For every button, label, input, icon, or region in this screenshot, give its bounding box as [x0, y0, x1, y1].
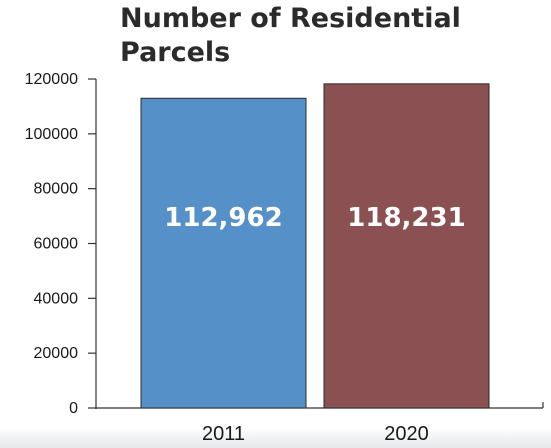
y-tick-label: 100000	[25, 126, 78, 143]
x-tick-label-2020: 2020	[384, 423, 429, 445]
y-tick-label: 20000	[34, 345, 79, 362]
data-label-2011: 112,962	[164, 203, 282, 233]
y-tick-label: 60000	[34, 236, 79, 253]
bar-2020	[323, 83, 490, 409]
y-tick-label: 0	[69, 400, 78, 417]
chart-title: Number of Residential Parcels	[120, 3, 461, 68]
y-tick-label: 120000	[25, 71, 78, 88]
y-tick-label: 40000	[34, 290, 79, 307]
data-label-2020: 118,231	[347, 203, 465, 233]
x-tick-label-2011: 2011	[202, 423, 245, 445]
bar-2011	[140, 97, 307, 409]
y-tick-label: 80000	[34, 181, 79, 198]
